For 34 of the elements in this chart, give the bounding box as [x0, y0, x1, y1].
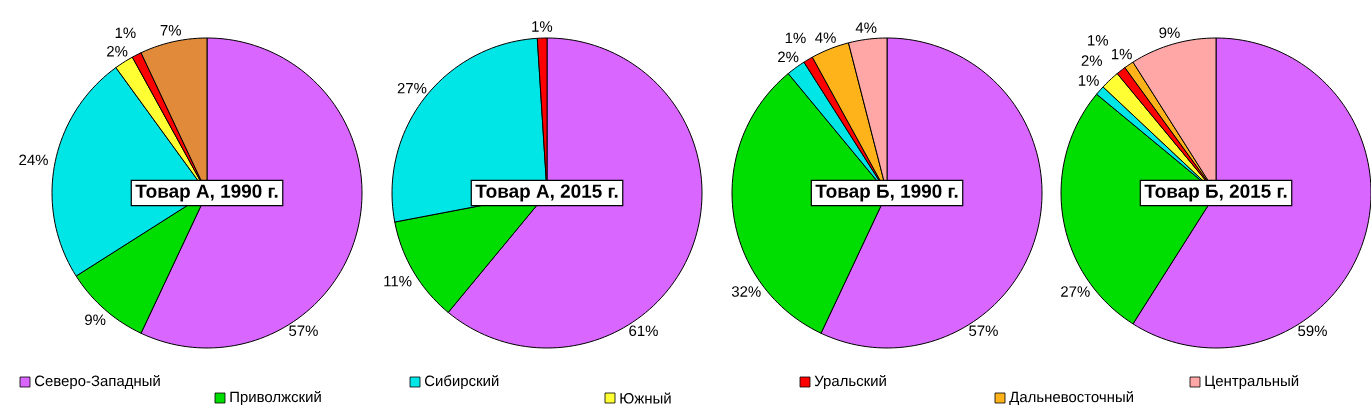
- data-label: 9%: [1159, 27, 1180, 38]
- data-label: 2%: [107, 45, 128, 57]
- data-label: 1%: [115, 27, 136, 38]
- data-label: 1%: [785, 32, 806, 44]
- data-label: 59%: [1298, 325, 1327, 337]
- data-label: 9%: [85, 314, 106, 326]
- data-label: 2%: [778, 51, 799, 63]
- legend-label: Северо-Западный: [34, 374, 160, 390]
- legend-label: Сибирский: [424, 374, 499, 390]
- legend-label: Южный: [620, 392, 671, 404]
- legend-label: Центральный: [1205, 374, 1299, 390]
- data-label: 57%: [289, 325, 318, 336]
- data-label: 32%: [731, 286, 761, 297]
- data-label: 27%: [397, 82, 427, 94]
- text: Товар А, 1990 г.: [135, 184, 278, 202]
- legend-label: Уральский: [814, 374, 886, 390]
- data-label: 24%: [19, 154, 48, 166]
- text: Товар Б, 1990 г.: [815, 184, 958, 202]
- data-label: 4%: [815, 32, 836, 43]
- data-label: 1%: [1088, 35, 1109, 46]
- text: Товар А, 2015 г.: [475, 184, 618, 202]
- data-label: 2%: [1081, 55, 1103, 66]
- data-label: 57%: [969, 325, 998, 336]
- data-label: 61%: [629, 325, 658, 337]
- data-label: 7%: [160, 25, 181, 36]
- data-label: 1%: [1111, 48, 1132, 60]
- data-label: 27%: [1061, 286, 1090, 297]
- data-label: 1%: [532, 21, 553, 32]
- text: Товар Б, 2015 г.: [1144, 184, 1287, 202]
- data-label: 1%: [1078, 75, 1099, 86]
- data-label: 4%: [855, 22, 877, 33]
- legend-label: Приволжский: [230, 390, 321, 406]
- legend-label: Дальневосточный: [1009, 390, 1133, 406]
- data-label: 11%: [384, 275, 412, 287]
